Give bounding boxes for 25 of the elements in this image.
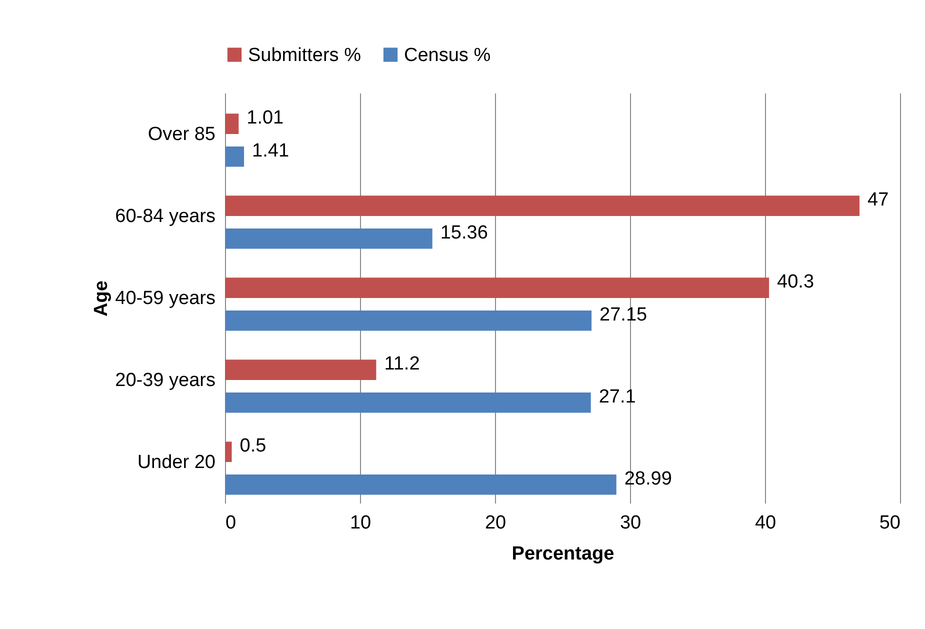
x-axis-title: Percentage (512, 544, 614, 564)
y-axis-title: Age (91, 280, 112, 316)
data-label: 1.01 (246, 108, 284, 129)
data-label: 40.3 (777, 272, 814, 293)
x-tick-label: 20 (484, 512, 506, 534)
legend-label: Census % (404, 44, 491, 66)
y-tick-label: 40-59 years (115, 288, 216, 309)
data-label: 27.1 (598, 386, 636, 408)
y-tick-label: Over 85 (148, 124, 216, 145)
x-tick-label: 10 (350, 512, 372, 534)
x-tick-label: 0 (226, 512, 236, 534)
data-label: 28.99 (624, 468, 672, 490)
x-tick-label: 30 (620, 512, 642, 534)
data-label: 47 (868, 190, 889, 211)
y-tick-label: Under 20 (137, 452, 216, 473)
x-tick-label: 40 (754, 512, 776, 534)
y-tick-label: 20-39 years (115, 370, 216, 391)
data-label: 27.15 (600, 304, 648, 326)
data-label: 1.41 (252, 140, 290, 162)
data-label: 15.36 (440, 222, 488, 244)
data-label: 0.5 (240, 436, 266, 457)
y-tick-label: 60-84 years (115, 206, 216, 227)
x-tick-label: 50 (879, 512, 900, 534)
legend-label: Submitters % (248, 44, 362, 66)
data-label: 11.2 (384, 354, 420, 375)
